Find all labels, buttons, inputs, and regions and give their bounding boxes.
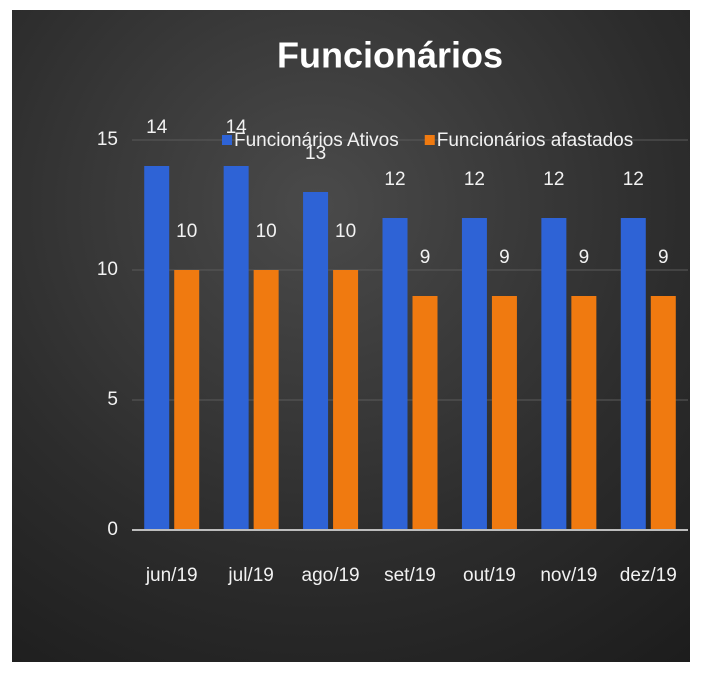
bar <box>541 218 567 530</box>
x-tick-label: nov/19 <box>540 565 597 586</box>
bar <box>303 192 329 530</box>
data-label: 12 <box>464 169 485 190</box>
bar <box>412 296 438 530</box>
bar <box>174 270 200 530</box>
bar <box>333 270 359 530</box>
chart-title: Funcionários <box>277 35 503 76</box>
x-tick-label: ago/19 <box>302 565 360 586</box>
bar <box>223 166 249 530</box>
y-tick-label: 5 <box>107 389 118 410</box>
x-tick-label: dez/19 <box>620 565 677 586</box>
x-tick-label: jun/19 <box>145 565 198 586</box>
bar <box>461 218 487 530</box>
data-label: 14 <box>146 117 168 138</box>
data-label: 12 <box>543 169 564 190</box>
y-tick-label: 10 <box>97 259 118 280</box>
data-label: 9 <box>420 247 431 268</box>
data-label: 10 <box>256 221 277 242</box>
data-label: 10 <box>335 221 356 242</box>
bar <box>144 166 170 530</box>
bar <box>571 296 597 530</box>
data-label: 13 <box>305 143 326 164</box>
bar <box>382 218 408 530</box>
legend-label: Funcionários afastados <box>437 130 633 151</box>
legend-swatch <box>222 135 232 145</box>
legend-swatch <box>424 135 435 145</box>
legend-label: Funcionários Ativos <box>234 130 399 151</box>
data-label: 10 <box>176 221 197 242</box>
data-label: 12 <box>384 169 405 190</box>
bar <box>491 296 517 530</box>
x-tick-label: set/19 <box>384 565 436 586</box>
data-label: 9 <box>658 247 669 268</box>
data-label: 14 <box>226 117 248 138</box>
x-tick-label: jul/19 <box>227 565 273 586</box>
data-label: 9 <box>579 247 590 268</box>
x-tick-label: out/19 <box>463 565 516 586</box>
data-label: 9 <box>499 247 510 268</box>
data-label: 12 <box>623 169 644 190</box>
y-tick-label: 0 <box>107 519 118 540</box>
y-tick-label: 15 <box>97 129 118 150</box>
bar <box>620 218 646 530</box>
bar <box>253 270 279 530</box>
bar <box>650 296 676 530</box>
